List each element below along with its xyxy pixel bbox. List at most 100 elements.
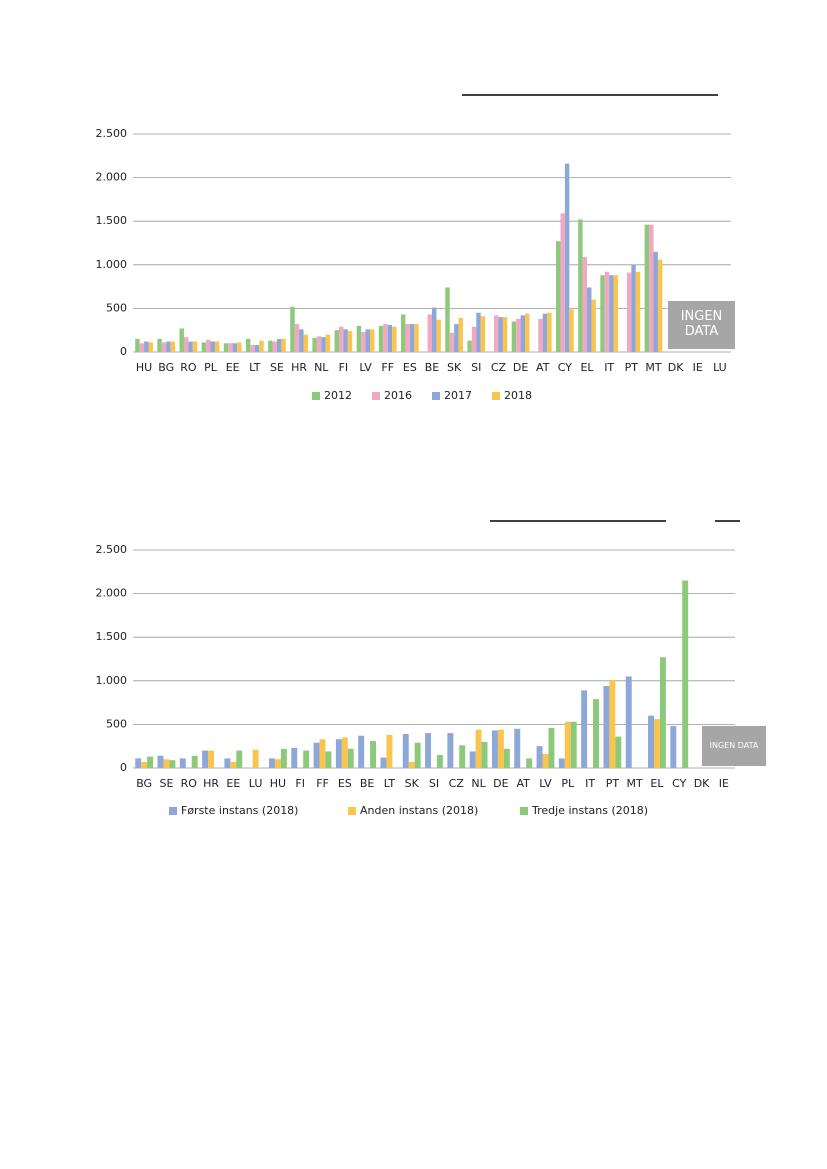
bar	[232, 343, 238, 352]
y-tick-label: 1.000	[96, 258, 128, 271]
x-tick-label: NL	[314, 361, 329, 374]
bar	[161, 342, 167, 352]
bar	[609, 679, 616, 768]
bar	[653, 719, 660, 768]
bar	[475, 729, 482, 768]
bar	[542, 754, 549, 768]
bar	[369, 329, 375, 352]
bar	[525, 313, 530, 352]
bar	[542, 313, 548, 352]
bar	[467, 340, 472, 352]
bar	[294, 324, 300, 352]
bar	[166, 341, 171, 352]
bar	[361, 331, 366, 352]
bar	[600, 275, 605, 352]
bar	[291, 747, 298, 768]
x-tick-label: BG	[158, 361, 174, 374]
bar	[341, 737, 348, 768]
legend-swatch	[432, 392, 440, 400]
bar	[436, 319, 441, 352]
x-tick-label: RO	[180, 361, 197, 374]
x-tick-label: MT	[645, 361, 661, 374]
y-tick-label: 1.500	[96, 630, 128, 643]
bar	[268, 340, 273, 352]
bar	[191, 755, 198, 768]
bar	[163, 759, 170, 768]
bar	[144, 341, 149, 352]
bar	[312, 338, 317, 352]
legend-swatch	[520, 807, 528, 815]
bar	[188, 341, 193, 352]
bar	[615, 736, 622, 768]
bar	[657, 259, 663, 352]
bar	[626, 272, 632, 352]
bar	[502, 317, 508, 352]
legend-swatch	[372, 392, 380, 400]
bar	[425, 733, 432, 768]
bar	[547, 312, 552, 352]
x-tick-label: BE	[425, 361, 440, 374]
x-tick-label: CY	[558, 361, 572, 374]
x-tick-label: FF	[316, 777, 329, 790]
legend-swatch	[492, 392, 500, 400]
bar	[325, 334, 331, 352]
bar	[556, 241, 561, 352]
bar	[511, 321, 517, 352]
bar	[334, 330, 339, 352]
bar	[347, 331, 353, 352]
bar	[402, 733, 409, 768]
legend-swatch	[348, 807, 356, 815]
bar	[299, 329, 304, 352]
y-tick-label: 2.500	[96, 543, 128, 556]
bar	[653, 251, 658, 352]
bar	[536, 746, 543, 768]
bar	[303, 334, 308, 352]
legend-label: Tredje instans (2018)	[531, 804, 648, 817]
bar	[192, 341, 198, 352]
bar	[313, 742, 320, 768]
bar	[135, 338, 140, 352]
bar	[432, 307, 437, 352]
bar	[578, 219, 583, 352]
bar	[230, 761, 237, 768]
bar	[447, 733, 454, 768]
bar	[201, 342, 207, 352]
bar	[281, 338, 286, 352]
bar	[480, 316, 486, 352]
x-tick-label: DE	[493, 777, 508, 790]
bar	[378, 325, 384, 352]
x-tick-label: LV	[359, 361, 372, 374]
bar	[520, 315, 526, 352]
bar	[649, 224, 654, 352]
x-tick-label: HR	[291, 361, 307, 374]
bar	[214, 341, 220, 352]
bar	[250, 345, 255, 352]
bar	[454, 324, 459, 352]
x-tick-label: EE	[226, 777, 240, 790]
bar	[259, 340, 264, 352]
bar	[526, 758, 533, 768]
x-tick-label: IE	[719, 777, 729, 790]
bar	[471, 326, 477, 352]
bar	[224, 758, 231, 768]
bar	[319, 739, 326, 768]
x-tick-label: EL	[650, 777, 664, 790]
bar	[570, 721, 577, 768]
legend-label: Første instans (2018)	[181, 804, 298, 817]
bar	[245, 338, 251, 352]
y-tick-label: 2.000	[96, 587, 128, 600]
bar	[497, 729, 504, 768]
bar	[503, 748, 510, 768]
bar	[272, 341, 277, 352]
bar	[591, 299, 596, 352]
x-tick-label: EE	[226, 361, 240, 374]
legend-swatch	[169, 807, 177, 815]
x-tick-label: AT	[516, 777, 530, 790]
x-tick-label: PL	[204, 361, 218, 374]
x-tick-label: ES	[403, 361, 417, 374]
bar	[644, 224, 650, 352]
y-tick-label: 500	[106, 301, 127, 314]
bar	[682, 580, 689, 768]
bar	[210, 341, 215, 352]
